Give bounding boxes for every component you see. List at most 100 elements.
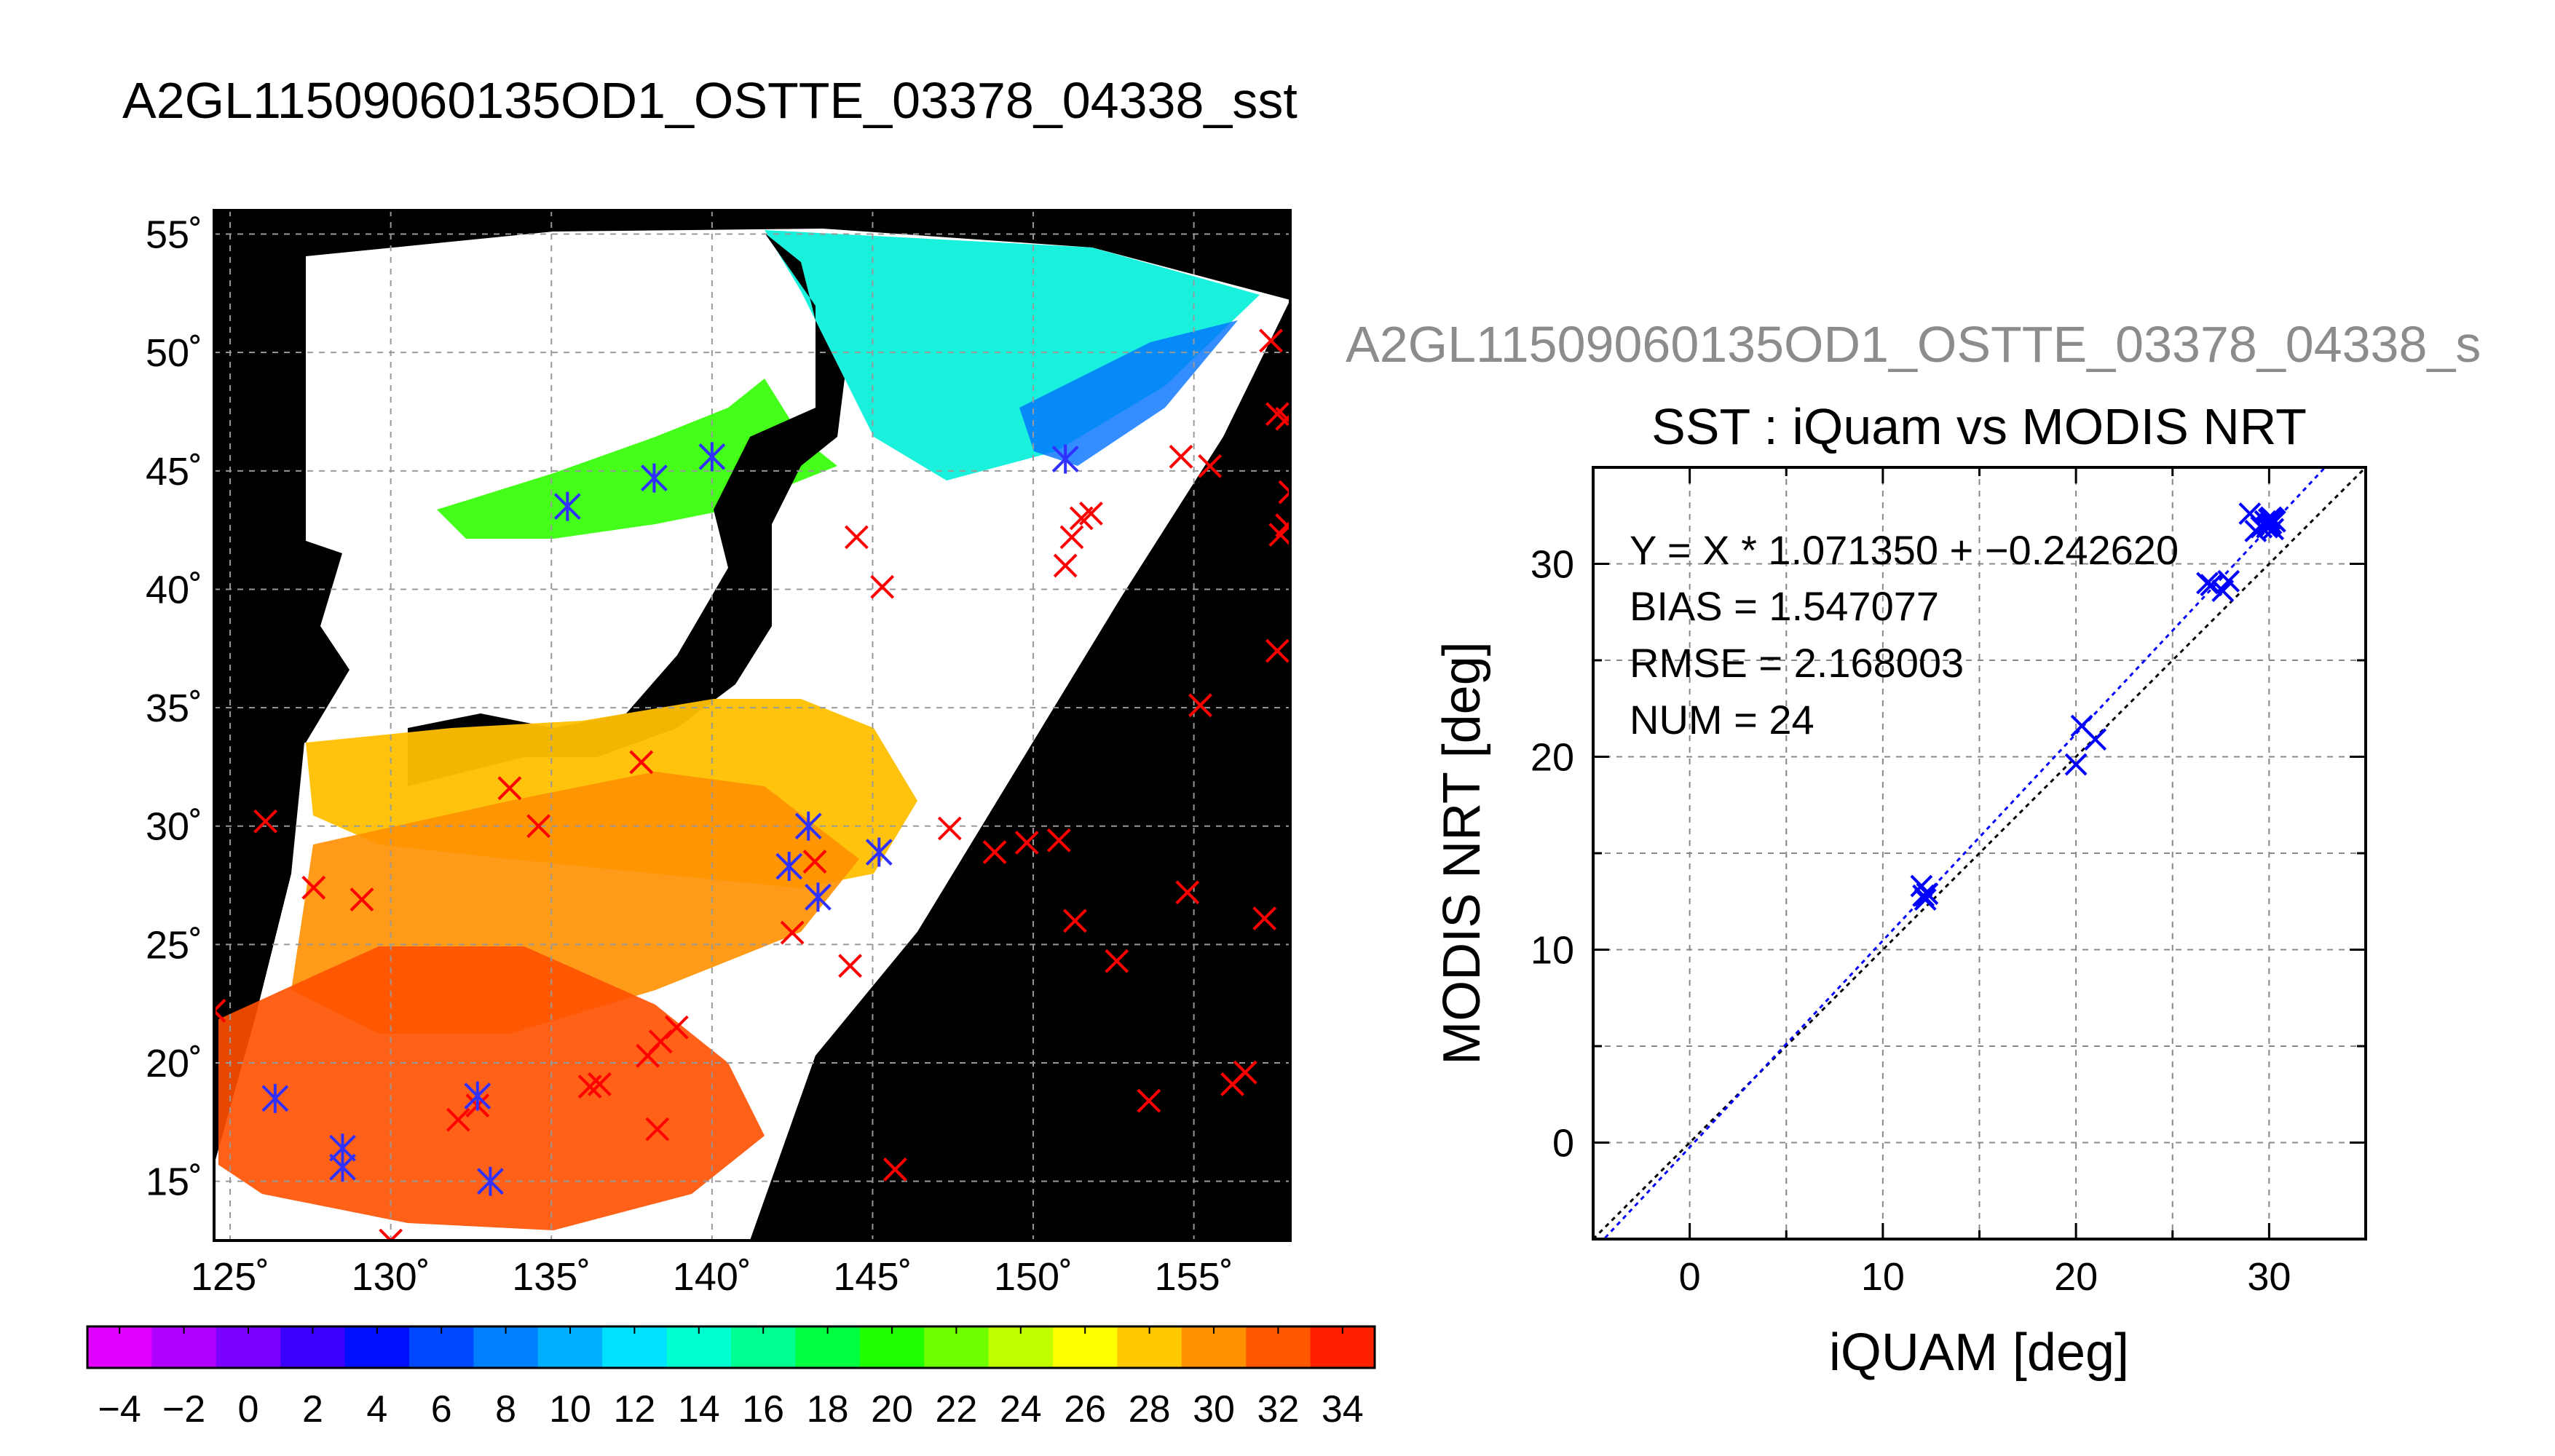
map-marker-red-21-stroke-b bbox=[882, 1157, 907, 1182]
map-marker-red-24 bbox=[1014, 831, 1039, 855]
map-marker-red-41 bbox=[1275, 406, 1290, 431]
map-marker-red-29 bbox=[1079, 501, 1103, 526]
map-lat-label-1: 50˚ bbox=[146, 331, 202, 375]
map-marker-red-5 bbox=[446, 1107, 470, 1132]
colorbar-label-1: −2 bbox=[162, 1388, 205, 1431]
map-marker-red-31-stroke-b bbox=[1105, 949, 1129, 973]
map-marker-red-35 bbox=[1198, 454, 1223, 478]
colorbar-label-17: 30 bbox=[1193, 1388, 1235, 1431]
colorbar-label-7: 10 bbox=[549, 1388, 591, 1431]
scatter-point-23-stroke-b bbox=[2262, 508, 2285, 531]
map-lat-label-6: 25˚ bbox=[146, 923, 202, 967]
map-marker-red-32 bbox=[1137, 1088, 1161, 1113]
scatter-ytick-label-3: 30 bbox=[1531, 543, 1574, 587]
colorbar-label-6: 8 bbox=[495, 1388, 516, 1431]
scatter-xtick-label-3: 30 bbox=[2247, 1255, 2291, 1299]
stats-num: NUM = 24 bbox=[1630, 697, 1814, 743]
scatter-point-10-stroke-b bbox=[2217, 569, 2240, 593]
map-marker-red-29-stroke-b bbox=[1079, 501, 1103, 526]
stats-bias: BIAS = 1.547077 bbox=[1630, 583, 1939, 629]
map-marker-red-10-stroke-b bbox=[588, 1072, 612, 1096]
map-marker-red-11-stroke-b bbox=[629, 750, 654, 775]
map-marker-blue-10 bbox=[775, 852, 803, 882]
map-marker-red-46-stroke-b bbox=[1252, 906, 1277, 931]
map-marker-red-35-stroke-b bbox=[1198, 454, 1223, 478]
scatter-point-5-stroke-b bbox=[2070, 714, 2093, 737]
map-marker-red-30 bbox=[1062, 909, 1087, 933]
map-frame bbox=[213, 209, 1292, 1242]
map-markers bbox=[214, 328, 1290, 1241]
colorbar-label-2: 0 bbox=[238, 1388, 259, 1431]
colorbar-label-16: 28 bbox=[1129, 1388, 1171, 1431]
map-marker-red-4 bbox=[379, 1228, 403, 1241]
map-marker-red-26-stroke-b bbox=[1053, 553, 1078, 578]
map-marker-blue-12 bbox=[865, 837, 893, 867]
map-lon-labels: 125˚ 130˚ 135˚ 140˚ 145˚ 150˚ 155˚ bbox=[191, 1255, 1233, 1299]
map-marker-red-20-stroke-b bbox=[838, 954, 862, 978]
map-marker-red-9-stroke-b bbox=[577, 1075, 602, 1099]
scatter-point-2-stroke-b bbox=[1914, 888, 1937, 911]
map-marker-red-19-stroke-b bbox=[780, 920, 805, 945]
map-lat-label-2: 45˚ bbox=[146, 450, 202, 494]
map-marker-red-13 bbox=[645, 1117, 670, 1142]
map-marker-red-33 bbox=[1175, 880, 1200, 905]
map-marker-red-7 bbox=[497, 776, 522, 801]
map-marker-red-45 bbox=[1265, 638, 1290, 663]
scatter-point-4-stroke-b bbox=[2064, 753, 2088, 776]
map-marker-red-2 bbox=[301, 875, 326, 900]
map-marker-red-5-stroke-b bbox=[446, 1107, 470, 1132]
colorbar-label-11: 18 bbox=[807, 1388, 849, 1431]
identity-line bbox=[1593, 467, 2366, 1239]
map-marker-blue-0 bbox=[261, 1083, 289, 1113]
colorbar-label-14: 24 bbox=[1000, 1388, 1042, 1431]
map-marker-blue-8 bbox=[1051, 444, 1079, 474]
map-marker-red-24-stroke-b bbox=[1014, 831, 1039, 855]
colorbar-labels: −4 −2 0 2 4 6 8 10 12 14 16 18 20 22 24 26 28 30 32 34 bbox=[98, 1326, 1364, 1431]
map-lon-label-6: 155˚ bbox=[1155, 1255, 1233, 1299]
map-marker-red-18-stroke-b bbox=[802, 850, 827, 874]
map-marker-red-30-stroke-b bbox=[1062, 909, 1087, 933]
map-marker-red-33-stroke-b bbox=[1175, 880, 1200, 905]
scatter-point-4 bbox=[2064, 753, 2088, 776]
map-marker-red-13-stroke-b bbox=[645, 1117, 670, 1142]
colorbar-label-10: 16 bbox=[742, 1388, 784, 1431]
scatter-lines bbox=[1593, 467, 2366, 1239]
map-marker-red-46 bbox=[1252, 906, 1277, 931]
map-marker-red-42-stroke-a bbox=[1278, 480, 1290, 494]
map-marker-red-23 bbox=[982, 840, 1007, 864]
map-marker-red-26 bbox=[1053, 553, 1078, 578]
map-marker-red-18 bbox=[802, 850, 827, 874]
map-lat-labels: 55˚ 50˚ 45˚ 40˚ 35˚ 30˚ 25˚ 20˚ 15˚ bbox=[146, 213, 202, 1204]
scatter-point-2 bbox=[1914, 888, 1937, 911]
map-marker-red-44 bbox=[1268, 523, 1290, 547]
map-marker-red-34-stroke-b bbox=[1188, 693, 1212, 718]
scatter-ytick-label-2: 20 bbox=[1531, 736, 1574, 780]
map-marker-blue-11 bbox=[805, 882, 832, 912]
map-marker-red-20 bbox=[838, 954, 862, 978]
colorbar-label-15: 26 bbox=[1064, 1388, 1106, 1431]
map-marker-red-32-stroke-b bbox=[1137, 1088, 1161, 1113]
map-marker-red-22-stroke-b bbox=[937, 816, 962, 841]
colorbar-label-12: 20 bbox=[871, 1388, 913, 1431]
map-marker-red-7-stroke-b bbox=[497, 776, 522, 801]
scatter-point-3-stroke-b bbox=[1916, 882, 1939, 906]
map-marker-red-38-stroke-b bbox=[1233, 1060, 1257, 1085]
stats-box: Y = X * 1.071350 + −0.242620 BIAS = 1.54… bbox=[1630, 527, 2179, 743]
scatter-point-11-stroke-b bbox=[2238, 502, 2262, 526]
colorbar: −4 −2 0 2 4 6 8 10 12 14 16 18 20 22 24 26 28 30 32 34 bbox=[86, 1325, 1376, 1431]
stats-rmse: RMSE = 2.168003 bbox=[1630, 640, 1964, 686]
map-marker-red-39-stroke-b bbox=[1259, 328, 1283, 353]
map-marker-red-1-stroke-b bbox=[253, 809, 278, 834]
map-marker-red-15 bbox=[664, 1015, 689, 1040]
map-marker-red-36 bbox=[1169, 444, 1193, 469]
map-lat-label-0: 55˚ bbox=[146, 213, 202, 257]
map-marker-red-42-stroke-b bbox=[1278, 490, 1290, 505]
colorbar-label-9: 14 bbox=[678, 1388, 720, 1431]
map-marker-red-2-stroke-b bbox=[301, 875, 326, 900]
scatter-y-tick-labels: 0 10 20 30 bbox=[1531, 543, 1574, 1166]
map-lat-label-8: 15˚ bbox=[146, 1160, 202, 1204]
scatter-point-8-stroke-b bbox=[2200, 574, 2223, 597]
scatter-ytick-label-0: 0 bbox=[1552, 1122, 1574, 1166]
map-marker-red-1 bbox=[253, 809, 278, 834]
